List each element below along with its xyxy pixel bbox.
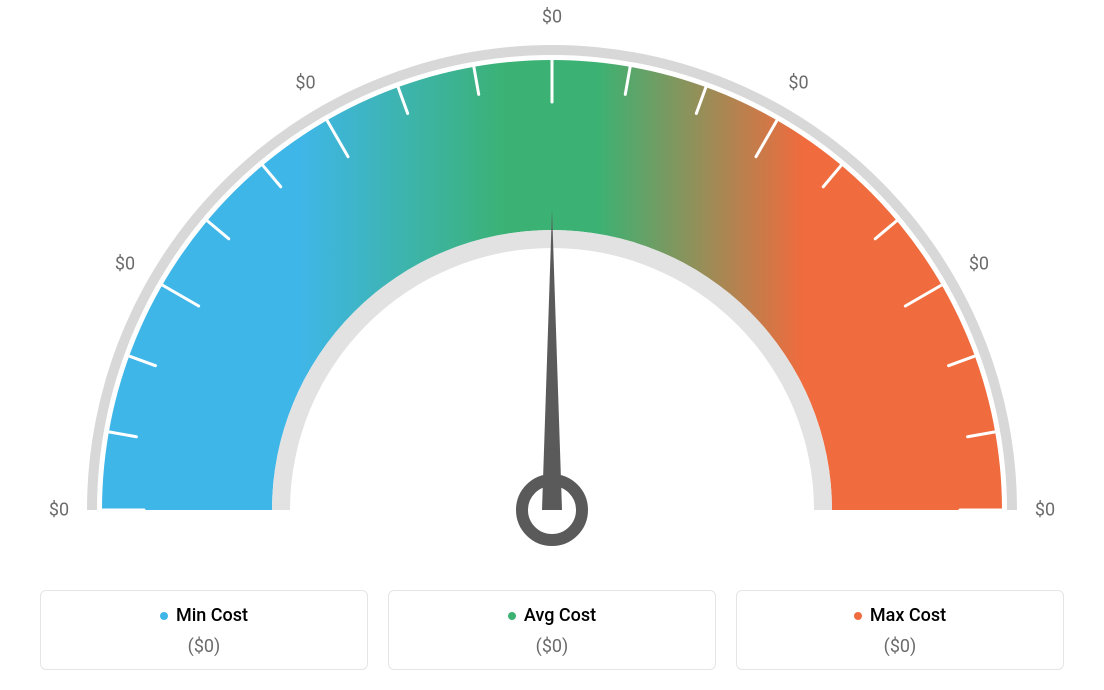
legend-card-avg: Avg Cost ($0) xyxy=(388,590,716,671)
legend-dot-avg xyxy=(508,612,516,620)
gauge-tick-label: $0 xyxy=(1035,500,1055,521)
legend-text-min: Min Cost xyxy=(176,605,248,626)
legend-label-avg: Avg Cost xyxy=(508,605,596,626)
gauge-tick-label: $0 xyxy=(788,73,808,94)
legend-value-min: ($0) xyxy=(51,636,357,657)
gauge-tick-label: $0 xyxy=(115,253,135,274)
gauge-tick-label: $0 xyxy=(542,7,562,28)
legend-card-max: Max Cost ($0) xyxy=(736,590,1064,671)
legend-row: Min Cost ($0) Avg Cost ($0) Max Cost ($0… xyxy=(40,590,1064,671)
gauge-tick-label: $0 xyxy=(49,500,69,521)
legend-value-avg: ($0) xyxy=(399,636,705,657)
legend-dot-min xyxy=(160,612,168,620)
gauge-chart: $0 $0 $0 $0 $0 $0 $0 xyxy=(0,0,1104,560)
legend-label-max: Max Cost xyxy=(854,605,946,626)
legend-label-min: Min Cost xyxy=(160,605,248,626)
legend-card-min: Min Cost ($0) xyxy=(40,590,368,671)
legend-value-max: ($0) xyxy=(747,636,1053,657)
legend-text-avg: Avg Cost xyxy=(524,605,596,626)
legend-text-max: Max Cost xyxy=(870,605,946,626)
gauge-tick-label: $0 xyxy=(969,253,989,274)
legend-dot-max xyxy=(854,612,862,620)
gauge-tick-label: $0 xyxy=(295,73,315,94)
cost-gauge-widget: $0 $0 $0 $0 $0 $0 $0 Min Cost ($0) Avg Cost ($… xyxy=(0,0,1104,690)
